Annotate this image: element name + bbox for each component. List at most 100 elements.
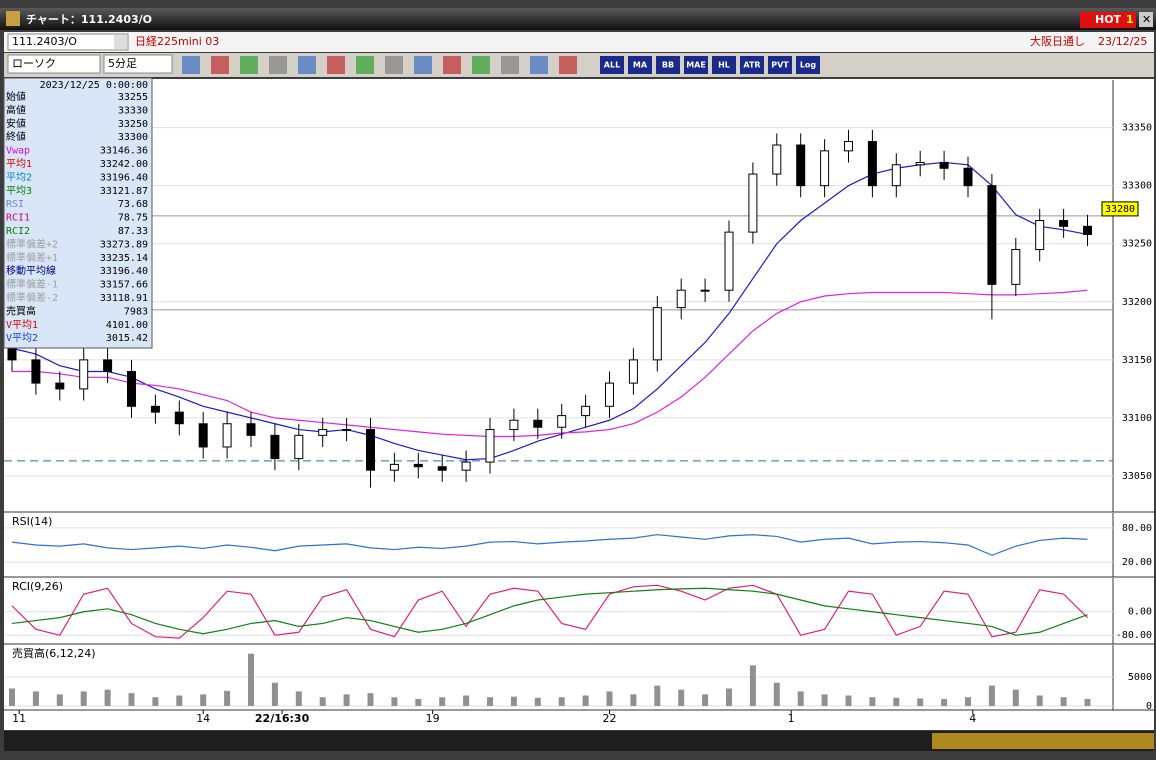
x-tick-label: 22/16:30	[255, 712, 310, 725]
tool-label[interactable]: HL	[718, 61, 730, 70]
volume-bar	[941, 698, 948, 706]
candle-body	[891, 164, 901, 187]
info-label: 移動平均線	[6, 264, 56, 277]
volume-bar	[391, 697, 398, 706]
volume-bar	[32, 691, 39, 706]
tool-icon[interactable]	[559, 56, 577, 74]
volume-bar	[415, 698, 422, 706]
volume-bar	[224, 690, 231, 706]
tool-icon[interactable]	[385, 56, 403, 74]
tool-icon[interactable]	[240, 56, 258, 74]
interval[interactable]: 5分足	[108, 57, 137, 70]
info-value: 33157.66	[100, 280, 148, 291]
info-label: 標準偏差+2	[6, 237, 58, 250]
candle-body	[772, 144, 782, 175]
volume-bar	[821, 694, 828, 706]
tool-button[interactable]	[768, 56, 792, 74]
info-value: 7983	[124, 306, 148, 317]
close-button[interactable]	[1139, 12, 1153, 27]
volume-bar	[773, 682, 780, 706]
volume-bar	[487, 697, 493, 706]
info-value: 87.33	[118, 226, 148, 237]
tool-button[interactable]	[600, 56, 624, 74]
panel-title: RCI(9,26)	[12, 580, 63, 593]
scroll-thumb[interactable]	[932, 733, 1154, 749]
volume-bar	[295, 691, 302, 706]
tool-label[interactable]: MAE	[686, 61, 706, 70]
tool-label[interactable]: PVT	[771, 61, 789, 70]
volume-bar	[200, 694, 207, 706]
tool-label[interactable]: ALL	[604, 61, 620, 70]
info-label: 標準偏差-1	[6, 278, 58, 291]
tool-label[interactable]: Log	[800, 61, 817, 70]
volume-bar	[917, 698, 924, 706]
candle-body	[963, 167, 973, 187]
candle-body	[103, 359, 113, 372]
info-value: 33255	[118, 92, 148, 103]
tool-icon[interactable]	[211, 56, 229, 74]
info-label: 標準偏差-2	[6, 291, 58, 304]
tool-button[interactable]	[740, 56, 764, 74]
x-tick-label: 1	[788, 712, 795, 725]
tool-icon[interactable]	[269, 56, 287, 74]
candle-body	[318, 429, 328, 436]
tool-label[interactable]: ATR	[743, 61, 760, 70]
candle-body	[198, 423, 208, 448]
tool-icon[interactable]	[327, 56, 345, 74]
volume-bar	[1084, 698, 1091, 706]
y-tick-label: 0	[1146, 701, 1152, 712]
info-value: 33121.87	[100, 186, 148, 197]
candle-body	[987, 185, 997, 285]
tool-button[interactable]	[712, 56, 736, 74]
candle-body	[461, 461, 471, 471]
tool-button[interactable]	[684, 56, 708, 74]
interval-select[interactable]	[103, 54, 173, 74]
candle-body	[294, 434, 304, 460]
tool-icon[interactable]	[182, 56, 200, 74]
candle-body	[342, 429, 352, 432]
tool-icon[interactable]	[530, 56, 548, 74]
tool-label[interactable]: MA	[633, 61, 648, 70]
chart-type[interactable]: ローソク	[12, 57, 56, 70]
close-icon[interactable]: ✕	[1142, 13, 1151, 26]
panel-title: 売買高(6,12,24)	[12, 646, 96, 660]
tool-icon[interactable]	[501, 56, 519, 74]
tool-button[interactable]	[656, 56, 680, 74]
chart-type-select[interactable]	[7, 54, 101, 74]
volume-bar	[1012, 689, 1019, 706]
volume-bar	[582, 695, 589, 706]
candle-body	[867, 141, 877, 187]
scrollbar[interactable]	[4, 731, 1154, 751]
candle-body	[676, 289, 686, 309]
tool-icon[interactable]	[356, 56, 374, 74]
hot-label[interactable]: HOT	[1095, 13, 1122, 26]
x-tick-label: 14	[196, 712, 210, 725]
code-input[interactable]	[7, 33, 129, 51]
panel-title: RSI(14)	[12, 515, 52, 528]
info-label: 平均3	[6, 185, 32, 197]
volume-bar	[80, 691, 87, 706]
tool-icon[interactable]	[414, 56, 432, 74]
info-label: 平均2	[6, 171, 32, 183]
info-value: 33273.89	[100, 239, 148, 250]
hot-button[interactable]	[1080, 12, 1136, 28]
tool-button[interactable]	[628, 56, 652, 74]
y-tick-label: 80.00	[1122, 523, 1152, 534]
tool-icon[interactable]	[298, 56, 316, 74]
info-value: 33300	[118, 132, 148, 143]
candle-body	[844, 141, 853, 152]
code[interactable]: 111.2403/O	[12, 35, 77, 48]
x-tick-label: 19	[426, 712, 440, 725]
volume-bar	[988, 685, 995, 706]
hot-number[interactable]: 1	[1126, 13, 1134, 26]
volume-bar	[893, 697, 900, 706]
tool-icon[interactable]	[472, 56, 490, 74]
candle-body	[55, 382, 65, 390]
tool-button[interactable]	[796, 56, 820, 74]
tool-label[interactable]: BB	[662, 61, 674, 70]
tool-icon[interactable]	[443, 56, 461, 74]
volume-bar	[463, 695, 470, 706]
code-dropdown[interactable]	[114, 35, 127, 49]
candle-body	[1083, 225, 1092, 235]
candle-body	[939, 161, 949, 169]
